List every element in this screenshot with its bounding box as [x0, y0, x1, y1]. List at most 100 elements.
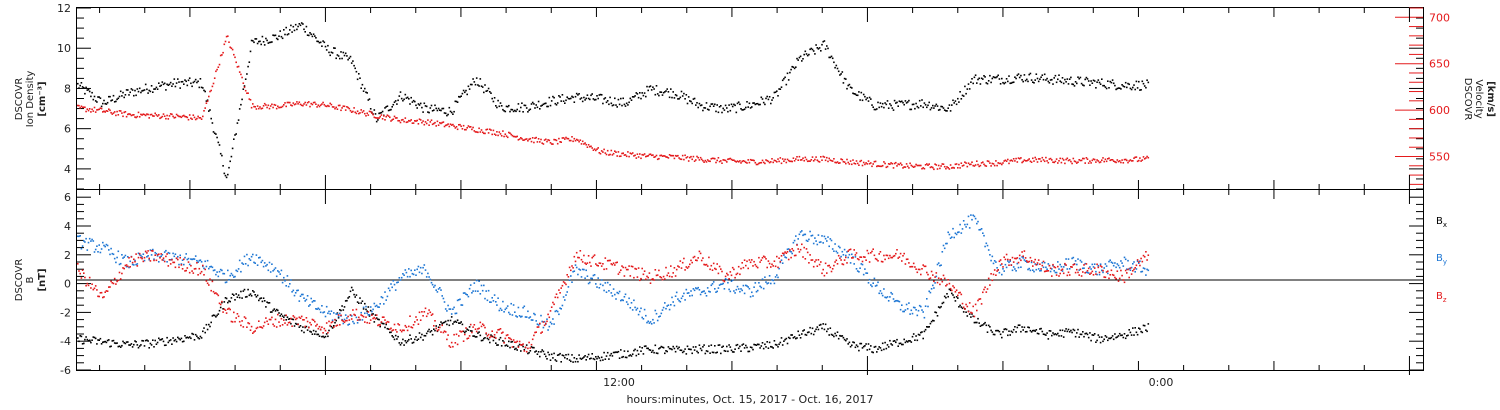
density-point	[1007, 81, 1009, 83]
velocity-point	[887, 166, 889, 168]
bz-point	[79, 273, 81, 275]
by-point	[971, 219, 973, 221]
velocity-point	[316, 106, 318, 108]
bz-point	[241, 320, 243, 322]
bz-point	[526, 351, 528, 353]
by-point	[983, 235, 985, 237]
density-point	[422, 111, 424, 113]
bx-point	[251, 295, 253, 297]
bz-point	[630, 275, 632, 277]
bz-point	[263, 325, 265, 327]
bx-point	[240, 291, 242, 293]
bz-point	[588, 255, 590, 257]
velocity-point	[447, 123, 449, 125]
bz-point	[764, 256, 766, 258]
velocity-point	[977, 164, 979, 166]
velocity-point	[1136, 156, 1138, 158]
by-point	[383, 303, 385, 305]
by-point	[466, 294, 468, 296]
velocity-point	[1100, 161, 1102, 163]
density-point	[200, 78, 202, 80]
by-point	[478, 280, 480, 282]
by-point	[1103, 267, 1105, 269]
by-point	[362, 319, 364, 321]
density-point	[165, 89, 167, 91]
by-point	[952, 228, 954, 230]
density-tick-label: 8	[64, 82, 71, 95]
bz-point	[682, 262, 684, 264]
bz-point	[1000, 259, 1002, 261]
density-point	[527, 111, 529, 113]
bx-point	[603, 352, 605, 354]
density-point	[171, 85, 173, 87]
bx-point	[493, 340, 495, 342]
bz-point	[1037, 262, 1039, 264]
bz-point	[757, 267, 759, 269]
density-point	[1042, 74, 1044, 76]
bx-point	[90, 342, 92, 344]
by-point	[843, 254, 845, 256]
bz-point	[212, 281, 214, 283]
by-point	[1118, 265, 1120, 267]
bx-point	[999, 331, 1001, 333]
density-point	[1030, 73, 1032, 75]
density-point	[490, 92, 492, 94]
bx-point	[1083, 336, 1085, 338]
bx-point	[231, 297, 233, 299]
density-point	[708, 109, 710, 111]
bz-point	[984, 287, 986, 289]
density-point	[468, 86, 470, 88]
by-point	[818, 234, 820, 236]
bz-point	[87, 283, 89, 285]
velocity-point	[634, 155, 636, 157]
bx-point	[872, 352, 874, 354]
bz-point	[451, 342, 453, 344]
density-point	[235, 133, 237, 135]
density-point	[1137, 87, 1139, 89]
bz-point	[83, 272, 85, 274]
bx-point	[120, 346, 122, 348]
velocity-point	[597, 147, 599, 149]
density-point	[1113, 83, 1115, 85]
velocity-point	[681, 159, 683, 161]
density-point	[738, 101, 740, 103]
velocity-point	[225, 41, 227, 43]
by-point	[1069, 268, 1071, 270]
by-point	[299, 300, 301, 302]
velocity-point	[216, 69, 218, 71]
density-point	[611, 103, 613, 105]
bx-point	[1133, 334, 1135, 336]
b-title-line3: [nT]	[37, 268, 48, 291]
density-point	[736, 112, 738, 114]
velocity-point	[845, 163, 847, 165]
bx-point	[1131, 334, 1133, 336]
density-point	[460, 95, 462, 97]
bz-point	[920, 274, 922, 276]
bz-point	[826, 272, 828, 274]
bz-point	[882, 261, 884, 263]
density-point	[1120, 88, 1122, 90]
by-point	[406, 272, 408, 274]
by-point	[219, 271, 221, 273]
by-point	[728, 289, 730, 291]
bz-point	[727, 274, 729, 276]
bz-point	[706, 264, 708, 266]
by-point	[832, 248, 834, 250]
b-axis-title: DSCOVR B [nT]	[14, 259, 48, 302]
bz-point	[1081, 275, 1083, 277]
bz-point	[1088, 268, 1090, 270]
by-point	[496, 304, 498, 306]
density-point	[412, 101, 414, 103]
bz-point	[226, 312, 228, 314]
by-point	[662, 309, 664, 311]
by-point	[849, 254, 851, 256]
density-point	[570, 98, 572, 100]
bx-point	[596, 358, 598, 360]
by-point	[388, 288, 390, 290]
density-point	[312, 36, 314, 38]
bz-point	[322, 332, 324, 334]
density-point	[930, 109, 932, 111]
bx-point	[987, 331, 989, 333]
density-point	[549, 97, 551, 99]
velocity-point	[239, 71, 241, 73]
